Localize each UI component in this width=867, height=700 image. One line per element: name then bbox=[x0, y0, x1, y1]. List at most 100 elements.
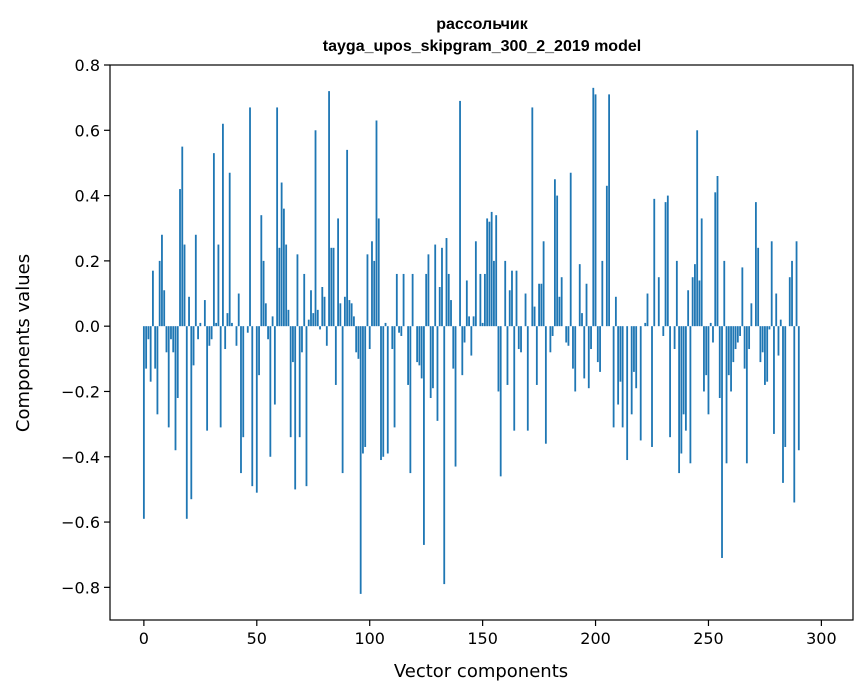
bar bbox=[258, 326, 260, 375]
bar bbox=[303, 274, 305, 326]
bar bbox=[741, 267, 743, 326]
bar bbox=[175, 326, 177, 450]
bar bbox=[425, 274, 427, 326]
bar bbox=[518, 326, 520, 349]
bar bbox=[590, 326, 592, 349]
bar bbox=[592, 88, 594, 326]
bar bbox=[330, 248, 332, 326]
chart-subtitle: tayga_upos_skipgram_300_2_2019 model bbox=[323, 38, 641, 55]
bar bbox=[324, 297, 326, 326]
y-axis-ticks: −0.8−0.6−0.4−0.20.00.20.40.60.8 bbox=[61, 56, 110, 597]
bar bbox=[543, 241, 545, 326]
x-tick-label: 250 bbox=[693, 629, 724, 648]
bar bbox=[728, 326, 730, 375]
bar bbox=[658, 277, 660, 326]
bar bbox=[710, 323, 712, 326]
bar bbox=[778, 326, 780, 355]
bar bbox=[701, 218, 703, 326]
bar bbox=[581, 313, 583, 326]
bar bbox=[281, 183, 283, 327]
bar bbox=[606, 186, 608, 326]
bar bbox=[687, 290, 689, 326]
bar bbox=[163, 290, 165, 326]
bar bbox=[380, 326, 382, 460]
bar bbox=[513, 326, 515, 430]
bar bbox=[647, 294, 649, 327]
bar bbox=[466, 280, 468, 326]
bar bbox=[680, 326, 682, 453]
bar bbox=[434, 245, 436, 327]
bar bbox=[351, 303, 353, 326]
bar bbox=[798, 326, 800, 450]
bar bbox=[714, 192, 716, 326]
bar bbox=[170, 326, 172, 339]
bar bbox=[441, 248, 443, 326]
bar bbox=[719, 326, 721, 398]
bar bbox=[468, 316, 470, 326]
bar bbox=[527, 326, 529, 430]
bar bbox=[500, 326, 502, 476]
bar bbox=[717, 176, 719, 326]
bar bbox=[204, 300, 206, 326]
bar bbox=[699, 280, 701, 326]
bar bbox=[534, 307, 536, 327]
x-axis-label: Vector components bbox=[394, 661, 568, 682]
bar bbox=[631, 326, 633, 414]
bar bbox=[464, 326, 466, 342]
bar bbox=[373, 261, 375, 326]
bar bbox=[396, 274, 398, 326]
bar bbox=[195, 235, 197, 326]
bar bbox=[143, 326, 145, 519]
bar bbox=[290, 326, 292, 437]
bar bbox=[574, 326, 576, 391]
bar bbox=[597, 326, 599, 362]
x-tick-label: 0 bbox=[139, 629, 149, 648]
bar bbox=[489, 222, 491, 326]
bar bbox=[744, 326, 746, 368]
bar bbox=[387, 326, 389, 453]
bar bbox=[407, 326, 409, 385]
bar bbox=[640, 326, 642, 440]
bar bbox=[423, 326, 425, 545]
bar bbox=[172, 326, 174, 352]
y-axis-label: Components values bbox=[13, 254, 34, 432]
bar bbox=[355, 326, 357, 352]
bar bbox=[750, 303, 752, 326]
bar bbox=[662, 326, 664, 336]
y-tick-label: 0.0 bbox=[75, 317, 100, 336]
bar bbox=[285, 245, 287, 327]
bar bbox=[595, 94, 597, 326]
bar bbox=[554, 179, 556, 326]
bar bbox=[538, 284, 540, 326]
bar bbox=[339, 303, 341, 326]
bar bbox=[511, 271, 513, 327]
bar bbox=[685, 326, 687, 430]
bar bbox=[206, 326, 208, 430]
bar bbox=[635, 326, 637, 388]
bar bbox=[353, 316, 355, 326]
bar bbox=[484, 274, 486, 326]
bar bbox=[376, 121, 378, 327]
bar bbox=[692, 277, 694, 326]
bar bbox=[676, 261, 678, 326]
y-tick-label: 0.2 bbox=[75, 252, 100, 271]
bar bbox=[179, 189, 181, 326]
bar bbox=[251, 326, 253, 486]
y-tick-label: −0.8 bbox=[61, 578, 100, 597]
y-tick-label: 0.4 bbox=[75, 187, 100, 206]
bar bbox=[712, 326, 714, 342]
bar bbox=[430, 326, 432, 398]
bar bbox=[190, 326, 192, 499]
bar bbox=[310, 290, 312, 326]
bar bbox=[154, 326, 156, 368]
bar bbox=[398, 326, 400, 333]
bar bbox=[208, 326, 210, 346]
bar bbox=[689, 326, 691, 463]
bar bbox=[403, 274, 405, 326]
bar bbox=[306, 326, 308, 486]
bar bbox=[549, 326, 551, 352]
bar bbox=[617, 326, 619, 404]
bar bbox=[227, 313, 229, 326]
bar bbox=[443, 326, 445, 584]
bar bbox=[220, 326, 222, 427]
